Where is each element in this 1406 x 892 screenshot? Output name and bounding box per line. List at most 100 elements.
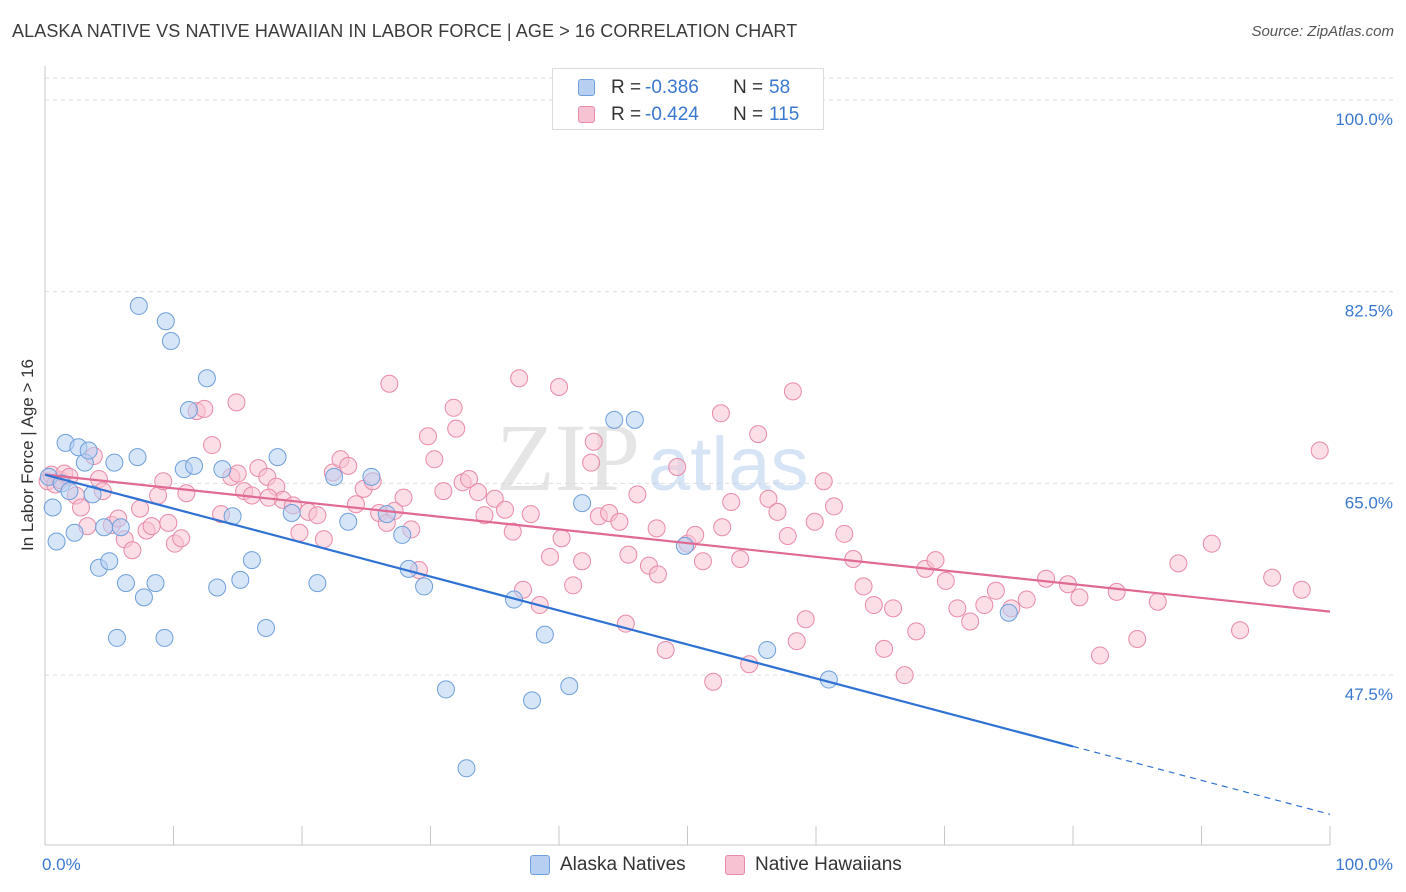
- data-point: [290, 523, 309, 542]
- data-point: [961, 612, 980, 631]
- data-point: [95, 518, 114, 537]
- data-point: [986, 581, 1005, 600]
- data-point: [156, 312, 175, 331]
- data-point: [231, 570, 250, 589]
- data-point: [325, 467, 344, 486]
- data-point: [560, 677, 579, 696]
- data-point: [268, 448, 287, 467]
- data-point: [510, 369, 529, 388]
- data-point: [668, 457, 687, 476]
- data-point: [787, 632, 806, 651]
- data-point: [1128, 630, 1147, 649]
- data-point: [656, 640, 675, 659]
- r-value: -0.424: [645, 104, 699, 125]
- data-point: [65, 523, 84, 542]
- data-point: [854, 577, 873, 596]
- data-point: [1231, 621, 1250, 640]
- n-value: 115: [769, 104, 800, 125]
- data-point: [523, 691, 542, 710]
- data-point: [759, 489, 778, 508]
- data-point: [197, 369, 216, 388]
- data-point: [999, 603, 1018, 622]
- data-point: [129, 296, 148, 315]
- data-point: [172, 529, 191, 548]
- data-point: [619, 545, 638, 564]
- data-point: [227, 393, 246, 412]
- trend-lines: [44, 473, 1331, 815]
- data-point: [1090, 646, 1109, 665]
- data-point: [142, 517, 161, 536]
- legend-swatch-alaska: [530, 855, 550, 875]
- y-tick-label: 65.0%: [1345, 493, 1393, 512]
- r-value: -0.386: [645, 77, 699, 98]
- data-point: [308, 574, 327, 593]
- data-point: [628, 485, 647, 504]
- legend-row-alaska: R = -0.386 N = 58: [553, 75, 823, 101]
- x-tick-label: 100.0%: [1335, 855, 1393, 874]
- data-point: [282, 503, 301, 522]
- data-point: [711, 404, 730, 423]
- data-point: [195, 399, 214, 418]
- data-point: [722, 493, 741, 512]
- data-point: [783, 382, 802, 401]
- data-point: [1148, 592, 1167, 611]
- data-point: [131, 499, 150, 518]
- data-point: [159, 513, 178, 532]
- data-point: [704, 672, 723, 691]
- data-point: [1017, 590, 1036, 609]
- data-point: [242, 551, 261, 570]
- source-label: Source: ZipAtlas.com: [1251, 23, 1394, 40]
- data-point: [60, 482, 79, 501]
- data-point: [610, 512, 629, 531]
- data-point: [975, 596, 994, 615]
- data-point: [444, 398, 463, 417]
- data-point: [393, 525, 412, 544]
- data-point: [346, 495, 365, 514]
- data-point: [47, 532, 66, 551]
- data-point: [308, 506, 327, 525]
- data-point: [457, 759, 476, 778]
- data-point: [339, 512, 358, 531]
- data-point: [185, 456, 204, 475]
- n-label: N =: [733, 104, 764, 125]
- data-point: [179, 401, 198, 420]
- data-point: [926, 551, 945, 570]
- data-point: [768, 502, 787, 521]
- data-point: [552, 529, 571, 548]
- x-tick-label: 0.0%: [42, 855, 81, 874]
- data-point: [155, 628, 174, 647]
- data-point: [796, 610, 815, 629]
- data-point: [884, 599, 903, 618]
- data-point: [460, 470, 479, 489]
- data-point: [380, 374, 399, 393]
- y-tick-label: 100.0%: [1335, 110, 1393, 129]
- data-point: [535, 625, 554, 644]
- y-tick-label: 82.5%: [1345, 302, 1393, 321]
- data-point: [339, 456, 358, 475]
- data-point: [582, 453, 601, 472]
- x-tick-labels: 0.0% 100.0%: [42, 855, 1393, 874]
- data-point: [475, 506, 494, 525]
- data-point: [161, 331, 180, 350]
- data-point: [146, 574, 165, 593]
- n-value: 58: [769, 77, 791, 98]
- data-point: [648, 565, 667, 584]
- data-point: [814, 472, 833, 491]
- data-point: [875, 639, 894, 658]
- alaska-natives-trend-line: [44, 473, 1074, 748]
- r-label: R =: [611, 104, 642, 125]
- data-point: [521, 505, 540, 524]
- legend-row-hawaiian: R = -0.424 N = 115: [553, 102, 823, 128]
- data-point: [213, 460, 232, 479]
- gridlines: [45, 77, 1395, 676]
- data-point: [895, 666, 914, 685]
- data-point: [1202, 534, 1221, 553]
- data-point: [377, 505, 396, 524]
- data-point: [79, 441, 98, 460]
- data-point: [203, 436, 222, 455]
- data-point: [362, 467, 381, 486]
- data-point: [693, 552, 712, 571]
- data-point: [177, 484, 196, 503]
- data-point: [434, 482, 453, 501]
